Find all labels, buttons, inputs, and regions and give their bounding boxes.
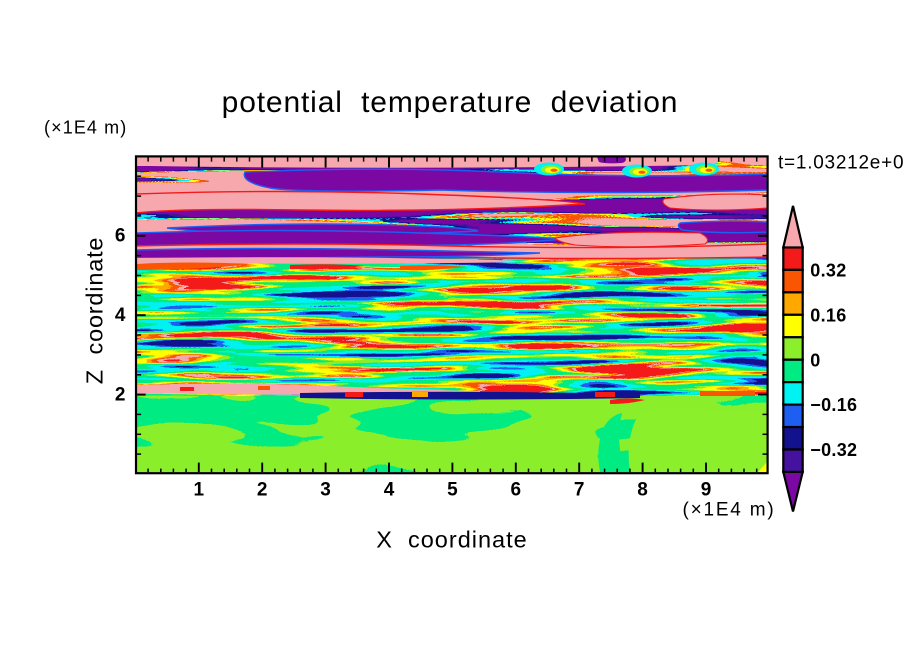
svg-text:0.16: 0.16 (810, 305, 846, 325)
svg-text:2: 2 (115, 384, 126, 405)
svg-text:4: 4 (384, 479, 395, 500)
svg-text:t=1.03212e+07: t=1.03212e+07 (778, 153, 904, 174)
svg-text:−0.16: −0.16 (810, 395, 857, 415)
svg-text:3: 3 (320, 479, 331, 500)
svg-text:2: 2 (257, 479, 268, 500)
svg-text:6: 6 (115, 226, 126, 247)
svg-text:potential temperature deviat: potential temperature deviation (222, 86, 679, 119)
svg-text:4: 4 (115, 305, 126, 326)
svg-text:Z coordinate: Z coordinate (82, 237, 108, 385)
svg-text:8: 8 (637, 479, 648, 500)
svg-text:0.32: 0.32 (810, 261, 846, 281)
svg-text:5: 5 (447, 479, 458, 500)
svg-text:(×1E4 m): (×1E4 m) (44, 118, 127, 138)
svg-text:−0.32: −0.32 (810, 440, 857, 460)
svg-text:1: 1 (194, 479, 205, 500)
svg-text:6: 6 (511, 479, 522, 500)
svg-text:(×1E4 m): (×1E4 m) (682, 500, 775, 521)
svg-text:0: 0 (810, 350, 820, 370)
svg-text:7: 7 (574, 479, 585, 500)
svg-text:X coordinate: X coordinate (376, 526, 527, 552)
svg-text:9: 9 (701, 479, 712, 500)
